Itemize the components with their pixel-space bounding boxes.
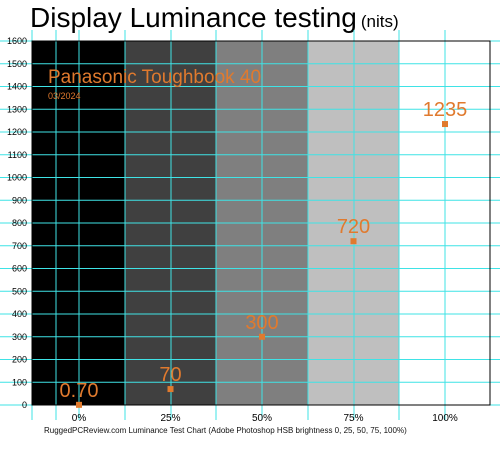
x-tick-label: 50% — [252, 413, 272, 424]
data-point — [167, 386, 174, 393]
data-label: 70 — [159, 364, 181, 386]
data-label: 0.70 — [60, 380, 99, 402]
x-tick-label: 75% — [343, 413, 363, 424]
chart-title-unit: (nits) — [360, 12, 399, 31]
y-tick-label: 800 — [12, 218, 27, 228]
chart-title: Display Luminance testing (nits) — [30, 2, 399, 34]
y-tick-label: 600 — [12, 264, 27, 274]
data-label: 720 — [337, 216, 370, 238]
device-label: Panasonic Toughbook 40 — [48, 67, 261, 88]
data-label: 1235 — [423, 99, 468, 121]
date-label: 03/2024 — [48, 91, 81, 101]
data-point — [442, 121, 448, 128]
data-point — [350, 238, 357, 245]
y-tick-label: 700 — [12, 241, 27, 251]
data-point — [76, 401, 82, 408]
data-point — [259, 333, 265, 340]
chart-footer: RuggedPCReview.com Luminance Test Chart … — [44, 426, 407, 435]
y-tick-label: 1000 — [7, 173, 27, 183]
x-tick-label: 100% — [432, 413, 458, 424]
y-tick-label: 200 — [12, 355, 27, 365]
y-tick-label: 400 — [12, 309, 27, 319]
y-tick-label: 900 — [12, 195, 27, 205]
x-tick-label: 25% — [160, 413, 180, 424]
y-tick-label: 1400 — [7, 82, 27, 92]
y-tick-label: 1500 — [7, 59, 27, 69]
y-tick-label: 300 — [12, 332, 27, 342]
y-tick-label: 1300 — [7, 104, 27, 114]
y-tick-label: 1100 — [8, 150, 27, 160]
y-tick-label: 0 — [22, 400, 27, 410]
y-tick-label: 1200 — [7, 127, 27, 137]
plot-border — [31, 40, 491, 406]
y-tick-label: 500 — [12, 286, 27, 296]
x-tick-label: 0% — [72, 413, 87, 424]
y-tick-label: 100 — [12, 377, 27, 387]
data-label: 300 — [245, 312, 278, 334]
y-tick-label: 1600 — [7, 36, 27, 46]
chart-title-text: Display Luminance testing — [30, 2, 357, 33]
